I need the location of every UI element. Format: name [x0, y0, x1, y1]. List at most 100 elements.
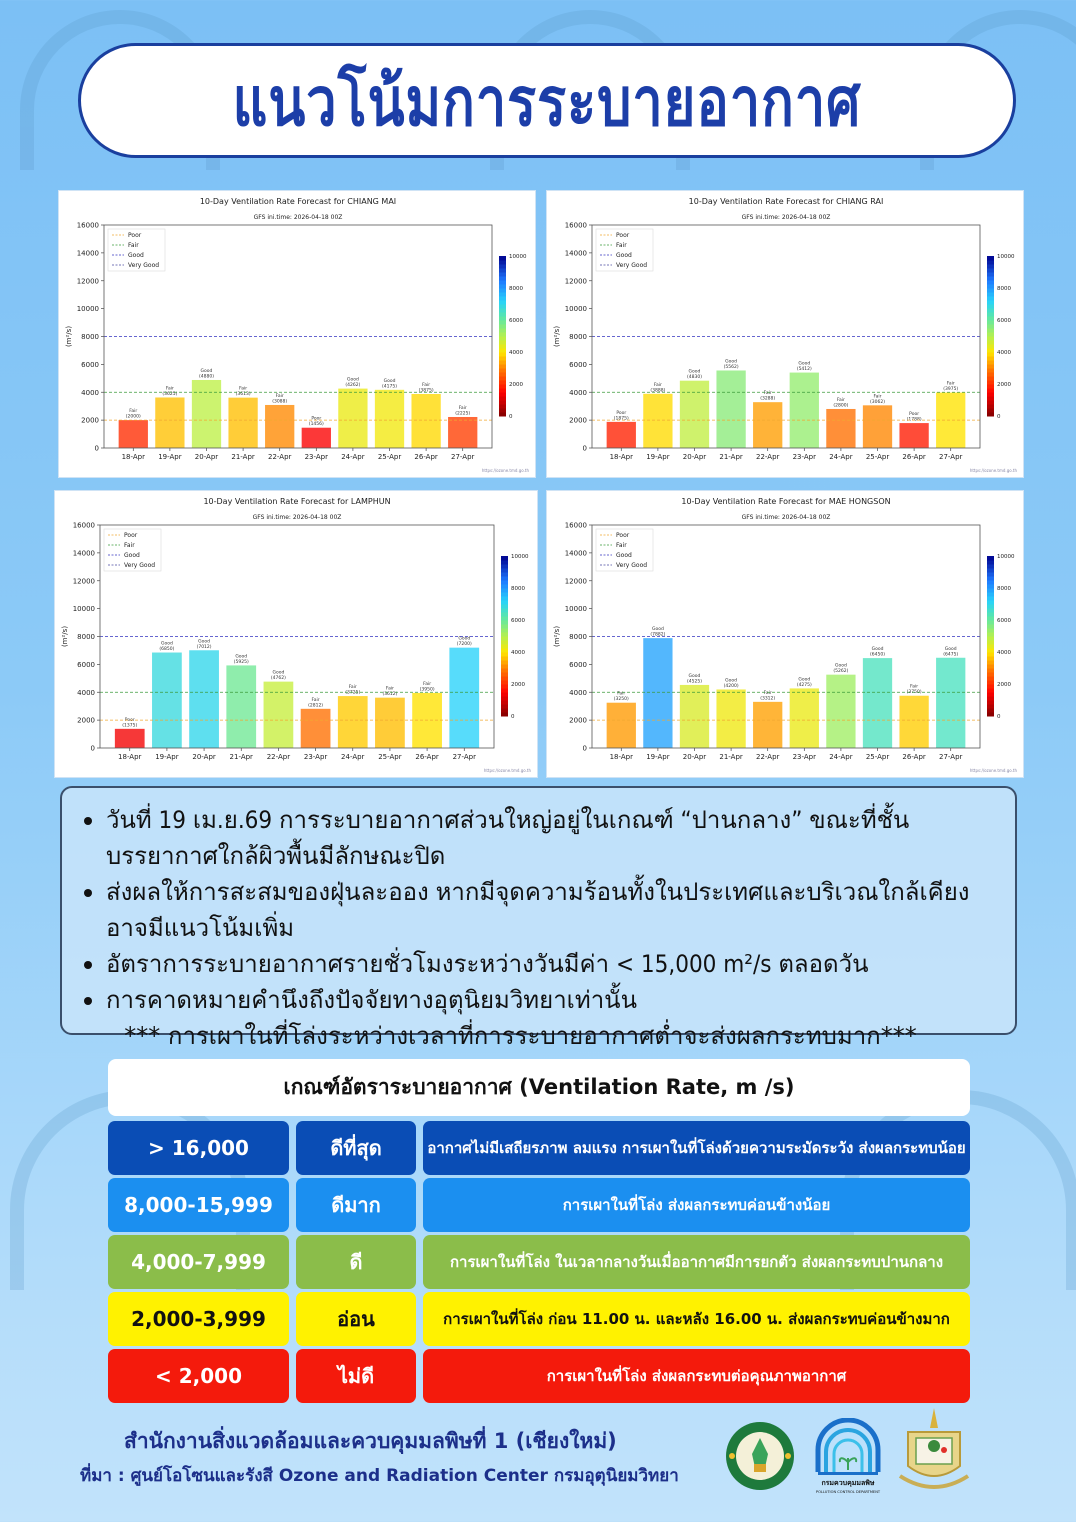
- bar: [375, 697, 405, 748]
- bar-value-label: (2225): [455, 410, 470, 416]
- colorbar-segment: [987, 668, 994, 673]
- y-tick-label: 14000: [565, 249, 587, 257]
- bar-category-label: Fair: [423, 681, 431, 687]
- colorbar-segment: [501, 712, 508, 717]
- x-tick-label: 22-Apr: [756, 453, 780, 461]
- colorbar-segment: [501, 704, 508, 709]
- bar: [753, 402, 783, 448]
- y-tick-label: 8000: [81, 333, 99, 341]
- bar: [643, 393, 673, 448]
- legend-box: [103, 528, 162, 572]
- colorbar-segment: [987, 364, 994, 369]
- chart-chiang-mai: 10-Day Ventilation Rate Forecast for CHI…: [58, 190, 536, 478]
- bar-value-label: (4830): [687, 374, 702, 380]
- y-tick-label: 4000: [569, 689, 587, 697]
- chart-chiang-rai: 10-Day Ventilation Rate Forecast for CHI…: [546, 190, 1024, 478]
- chart-source: https://ozone.tmd.go.th: [970, 468, 1018, 473]
- colorbar-segment: [501, 676, 508, 681]
- colorbar-segment: [501, 688, 508, 693]
- colorbar-segment: [987, 388, 994, 393]
- bar: [789, 372, 819, 448]
- colorbar-segment: [499, 400, 506, 405]
- bar: [899, 695, 929, 748]
- bar-value-label: (4175): [382, 383, 397, 389]
- y-tick-label: 6000: [569, 361, 587, 369]
- bar: [936, 392, 966, 448]
- colorbar-segment: [501, 568, 508, 573]
- colorbar-tick-label: 8000: [997, 286, 1011, 292]
- bar-category-label: Good: [725, 358, 737, 364]
- colorbar-tick-label: 6000: [511, 618, 525, 624]
- legend-box: [107, 228, 166, 272]
- colorbar-segment: [987, 356, 994, 361]
- x-tick-label: 25-Apr: [378, 453, 402, 461]
- criteria-level: ดีที่สุด: [296, 1121, 416, 1175]
- bar-category-label: Good: [652, 626, 664, 632]
- y-tick-label: 8000: [77, 633, 95, 641]
- colorbar-segment: [987, 620, 994, 625]
- x-tick-label: 20-Apr: [683, 753, 707, 761]
- colorbar-segment: [501, 640, 508, 645]
- colorbar-segment: [987, 372, 994, 377]
- bar-category-label: Fair: [276, 393, 284, 399]
- colorbar-segment: [987, 692, 994, 697]
- criteria-range: 4,000-7,999: [108, 1235, 289, 1289]
- criteria-range: 2,000-3,999: [108, 1292, 289, 1346]
- bar-value-label: (7882): [650, 632, 665, 638]
- colorbar-segment: [499, 260, 506, 265]
- colorbar-segment: [987, 696, 994, 701]
- colorbar-segment: [501, 660, 508, 665]
- legend-label: Poor: [616, 532, 630, 539]
- x-tick-label: 27-Apr: [939, 453, 963, 461]
- colorbar-segment: [987, 588, 994, 593]
- bar-value-label: (3088): [272, 398, 287, 404]
- summary-box: วันที่ 19 เม.ย.69 การระบายอากาศส่วนใหญ่อ…: [60, 786, 1017, 1050]
- colorbar-segment: [499, 264, 506, 269]
- y-tick-label: 10000: [565, 605, 587, 613]
- x-tick-label: 24-Apr: [829, 753, 853, 761]
- summary-item: วันที่ 19 เม.ย.69 การระบายอากาศส่วนใหญ่อ…: [84, 802, 997, 874]
- y-tick-label: 14000: [565, 549, 587, 557]
- footer-organization: สำนักงานสิ่งแวดล้อมและควบคุมมลพิษที่ 1 (…: [124, 1429, 617, 1453]
- bar-value-label: (3888): [650, 387, 665, 393]
- bar: [374, 389, 405, 448]
- colorbar-segment: [987, 660, 994, 665]
- colorbar-segment: [499, 404, 506, 409]
- bar-value-label: (1375): [122, 722, 137, 728]
- x-tick-label: 20-Apr: [683, 453, 707, 461]
- criteria-level: อ่อน: [296, 1292, 416, 1346]
- y-tick-label: 12000: [73, 577, 95, 585]
- legend-label: Very Good: [616, 562, 647, 569]
- colorbar-segment: [499, 276, 506, 281]
- colorbar-tick-label: 0: [997, 414, 1001, 420]
- y-tick-label: 16000: [565, 522, 587, 530]
- plot-frame: [99, 524, 495, 749]
- legend-label: Very Good: [124, 562, 155, 569]
- bar-category-label: Fair: [764, 390, 772, 396]
- colorbar-segment: [499, 340, 506, 345]
- criteria-row: < 2,000 ไม่ดี การเผาในที่โล่ง ส่งผลกระทบ…: [108, 1349, 970, 1403]
- bar-value-label: (2000): [126, 414, 141, 420]
- criteria-description: การเผาในที่โล่ง ก่อน 11.00 น. และหลัง 16…: [423, 1292, 970, 1346]
- y-tick-label: 0: [583, 445, 587, 453]
- bar: [191, 379, 222, 448]
- colorbar-tick-label: 8000: [997, 586, 1011, 592]
- colorbar-segment: [987, 632, 994, 637]
- bar-category-label: Fair: [617, 691, 625, 697]
- colorbar-segment: [987, 652, 994, 657]
- colorbar-segment: [501, 572, 508, 577]
- bar-value-label: (3250): [614, 696, 629, 702]
- bar-value-label: (4880): [199, 373, 214, 379]
- pcd-logo-text: กรมควบคุมมลพิษ: [821, 1479, 874, 1487]
- colorbar-segment: [501, 576, 508, 581]
- y-tick-label: 10000: [565, 305, 587, 313]
- criteria-range: < 2,000: [108, 1349, 289, 1403]
- colorbar-segment: [987, 616, 994, 621]
- colorbar-segment: [499, 360, 506, 365]
- colorbar-tick-label: 4000: [511, 650, 525, 656]
- bar-value-label: (4525): [687, 678, 702, 684]
- colorbar-tick-label: 2000: [511, 682, 525, 688]
- summary-item: การคาดหมายคำนึงถึงปัจจัยทางอุตุนิยมวิทยา…: [84, 982, 997, 1018]
- colorbar-segment: [501, 564, 508, 569]
- x-tick-label: 18-Apr: [610, 453, 634, 461]
